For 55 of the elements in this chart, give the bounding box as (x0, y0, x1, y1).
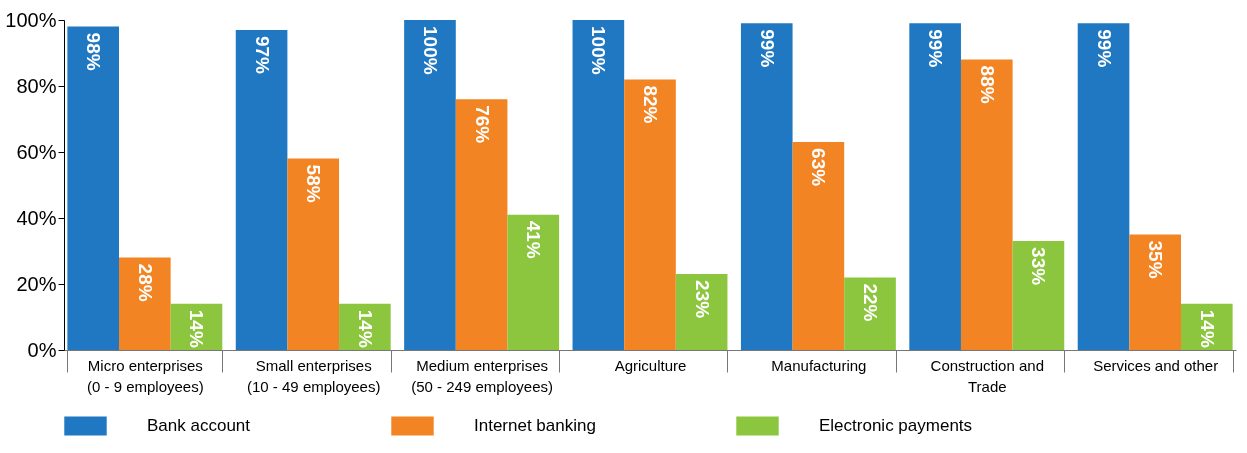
x-tick-label: Services and other (1093, 356, 1219, 374)
x-tick-label: Small enterprises (10 - 49 employees) (247, 356, 381, 395)
y-tick-label: 100% (5, 8, 57, 31)
bar (235, 29, 288, 350)
data-label: 100% (419, 26, 441, 75)
x-tick-label: Manufacturing (771, 356, 867, 374)
x-tick-label: Medium enterprises (50 - 249 employees) (411, 356, 553, 395)
bar (67, 26, 120, 350)
x-tick-label: Micro enterprises (0 - 9 employees) (86, 356, 204, 395)
data-label: 88% (976, 65, 998, 104)
data-label: 82% (640, 85, 661, 124)
data-label: 100% (588, 26, 610, 75)
bar (572, 20, 625, 350)
data-label: 99% (1093, 29, 1115, 68)
bar (624, 79, 676, 350)
bar (844, 277, 896, 350)
y-tick-label: 80% (16, 74, 57, 97)
bar (1077, 23, 1130, 350)
bar (1129, 234, 1181, 350)
data-label: 63% (808, 148, 830, 187)
data-label: 76% (471, 105, 493, 144)
data-label: 33% (1028, 247, 1050, 286)
data-label: 97% (251, 35, 273, 75)
bar (675, 274, 728, 350)
data-label: 99% (925, 29, 947, 68)
y-tick-label: 60% (16, 140, 57, 163)
bar (792, 142, 845, 350)
x-tick-label: Agriculture (614, 356, 687, 374)
y-tick-label: 0% (27, 338, 57, 361)
legend-label: Bank account (147, 415, 251, 435)
bar (909, 23, 961, 350)
data-label: 14% (186, 309, 208, 348)
bar (960, 59, 1013, 350)
data-label: 14% (1196, 309, 1218, 348)
y-tick-label: 20% (16, 272, 57, 295)
bar (455, 99, 508, 350)
bar (1012, 241, 1065, 350)
data-label: 22% (860, 283, 882, 322)
x-tick-label: Construction and Trade (930, 356, 1044, 395)
data-label: 58% (303, 164, 325, 203)
data-label: 23% (691, 280, 713, 319)
data-label: 35% (1145, 240, 1167, 279)
y-tick-label: 40% (16, 206, 57, 229)
data-label: 99% (756, 29, 778, 68)
legend-label: Electronic payments (819, 415, 973, 435)
data-label: 41% (523, 220, 545, 259)
legend-label: Internet banking (474, 415, 596, 435)
data-label: 98% (83, 32, 105, 71)
data-label: 28% (134, 263, 156, 302)
bar (287, 158, 340, 350)
bar (740, 23, 793, 350)
bar (119, 257, 171, 350)
bar (404, 20, 456, 350)
data-label: 14% (354, 309, 376, 348)
bar (507, 214, 560, 350)
